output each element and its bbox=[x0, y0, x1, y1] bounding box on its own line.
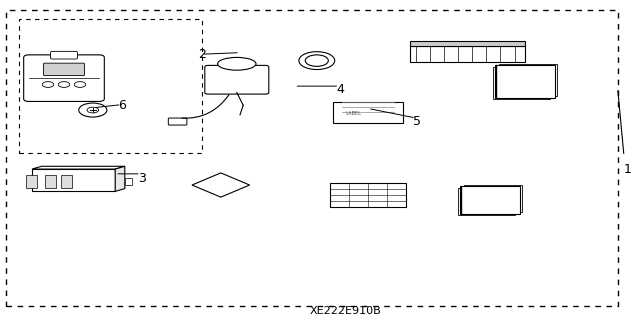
Text: 6: 6 bbox=[118, 99, 126, 112]
Circle shape bbox=[42, 82, 54, 87]
Ellipse shape bbox=[218, 57, 256, 70]
Polygon shape bbox=[115, 166, 125, 191]
Polygon shape bbox=[32, 169, 115, 191]
Text: XE222E910B: XE222E910B bbox=[310, 306, 381, 316]
Text: 5: 5 bbox=[413, 115, 421, 128]
Circle shape bbox=[305, 55, 328, 66]
FancyBboxPatch shape bbox=[168, 118, 187, 125]
FancyBboxPatch shape bbox=[495, 65, 555, 98]
Polygon shape bbox=[32, 166, 125, 169]
Circle shape bbox=[74, 82, 86, 87]
FancyBboxPatch shape bbox=[24, 55, 104, 101]
FancyBboxPatch shape bbox=[26, 175, 37, 188]
Text: LABEL: LABEL bbox=[346, 111, 362, 116]
FancyBboxPatch shape bbox=[410, 41, 525, 46]
Circle shape bbox=[87, 107, 99, 113]
Circle shape bbox=[79, 103, 107, 117]
Circle shape bbox=[299, 52, 335, 70]
Text: 4: 4 bbox=[336, 83, 344, 96]
FancyBboxPatch shape bbox=[333, 102, 403, 123]
FancyBboxPatch shape bbox=[125, 178, 132, 185]
Polygon shape bbox=[192, 173, 250, 197]
FancyBboxPatch shape bbox=[51, 51, 77, 59]
Text: 1: 1 bbox=[624, 163, 632, 175]
Text: 3: 3 bbox=[138, 172, 145, 185]
FancyBboxPatch shape bbox=[493, 67, 550, 99]
FancyBboxPatch shape bbox=[205, 65, 269, 94]
Circle shape bbox=[58, 82, 70, 87]
FancyBboxPatch shape bbox=[61, 175, 72, 188]
FancyBboxPatch shape bbox=[458, 188, 515, 215]
Text: 2: 2 bbox=[198, 48, 206, 61]
FancyBboxPatch shape bbox=[461, 187, 518, 214]
FancyBboxPatch shape bbox=[464, 185, 522, 212]
FancyBboxPatch shape bbox=[496, 65, 554, 97]
FancyBboxPatch shape bbox=[44, 63, 84, 76]
FancyBboxPatch shape bbox=[410, 46, 525, 62]
FancyBboxPatch shape bbox=[45, 175, 56, 188]
FancyBboxPatch shape bbox=[499, 64, 557, 96]
FancyBboxPatch shape bbox=[460, 186, 520, 214]
FancyBboxPatch shape bbox=[330, 183, 406, 207]
